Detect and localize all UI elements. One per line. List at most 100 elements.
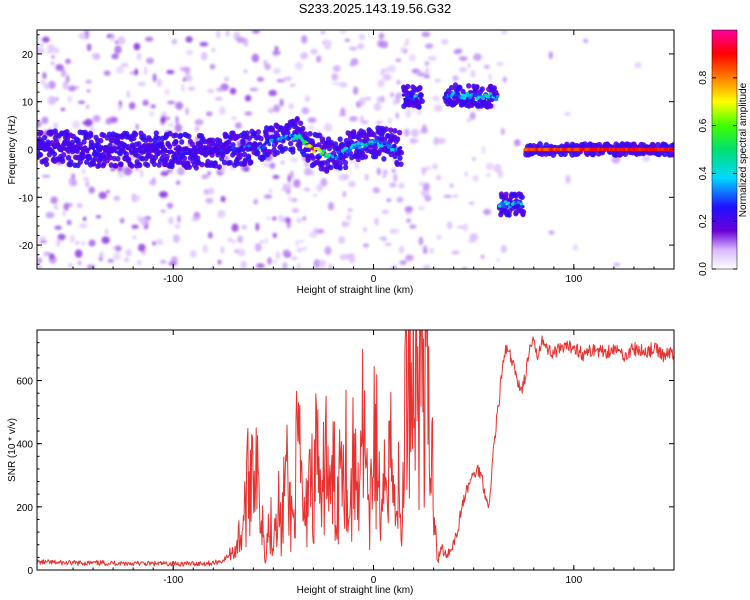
ridge-core-blob [240,145,244,149]
ridge-halo-blob [151,161,157,167]
noise-blob [86,89,91,93]
ridge-core-blob [123,150,127,154]
noise-blob [267,257,272,265]
y-tick-label: 0 [27,146,33,157]
ridge-core-blob [183,151,188,156]
noise-blob [395,58,402,62]
ridge-halo-blob [269,127,276,133]
noise-blob [472,175,479,182]
noise-blob [47,80,56,90]
ridge-core-blob [336,150,341,155]
ridge-core-blob [137,148,142,153]
colorbar-gradient [711,29,738,270]
noise-blob [91,52,101,61]
noise-blob [400,46,406,54]
noise-blob [481,145,486,155]
noise-blob [240,260,248,269]
ridge-halo-blob [136,141,142,147]
noise-blob [344,38,350,42]
noise-blob [318,259,327,268]
ridge-halo-blob [479,86,485,92]
ridge-core-blob [378,141,383,145]
ridge-core-blob [192,147,197,152]
x-tick-label: 100 [565,575,582,586]
noise-blob [254,242,262,252]
noise-blob [84,118,93,127]
noise-blob [69,234,75,243]
noise-blob [185,49,194,56]
noise-blob [393,173,398,183]
noise-blob [131,224,139,229]
noise-blob [175,115,179,125]
ridge-core-blob [267,143,272,147]
ridge-core-blob [352,145,357,150]
noise-blob [237,248,246,257]
noise-blob [303,167,313,176]
noise-blob [432,95,440,102]
noise-blob [470,70,476,78]
noise-blob [244,167,250,172]
noise-blob [41,116,49,125]
spectrogram-x-ticks: -100 0 100 [72,30,655,285]
ridge-halo-blob [337,136,343,142]
spectrogram-y-label: Frequency (Hz) [7,116,18,185]
ridge-core-blob [375,139,380,143]
noise-blob [340,107,346,116]
ridge-halo-blob [178,132,184,139]
noise-blob [191,216,200,222]
ridge-halo-blob [186,133,192,140]
noise-blob [41,36,50,43]
ridge-core-blob [160,145,165,149]
ridge-halo-blob [590,150,597,158]
noise-blob [75,85,80,89]
noise-blob [412,139,419,143]
noise-blob [433,137,439,146]
noise-blob [160,115,166,124]
noise-blob [396,196,404,203]
noise-blob [149,111,155,117]
noise-blob [272,232,277,238]
noise-blob [117,104,122,111]
ridge-halo-blob [173,139,179,145]
ridge-halo-blob [457,84,463,91]
noise-blob [379,71,385,76]
noise-blob [331,81,341,86]
noise-blob [381,209,390,214]
noise-blob [493,163,502,173]
ridge-core-blob [65,149,70,153]
noise-blob [453,49,461,55]
noise-blob [177,215,181,223]
noise-blob [50,196,58,204]
ridge-halo-blob [373,144,379,150]
noise-blob [563,112,571,116]
noise-blob [76,203,83,208]
noise-blob [287,195,293,202]
ridge-core-blob [468,96,472,100]
noise-blob [224,155,230,161]
noise-blob [274,46,279,52]
noise-blob [405,109,412,118]
ridge-halo-blob [282,145,289,152]
ridge-core-blob [139,146,143,150]
ridge-halo-blob [137,162,143,169]
ridge-halo-blob [234,160,240,167]
ridge-halo-blob [173,132,179,138]
noise-blob [391,228,400,234]
ridge-halo-blob [145,162,151,168]
noise-blob [349,46,358,51]
noise-blob [501,30,508,35]
noise-blob [74,249,83,258]
noise-blob [244,111,253,116]
noise-blob [136,259,142,266]
noise-blob [231,116,237,121]
ridge-halo-blob [388,127,394,133]
noise-blob [171,38,178,45]
noise-blob [372,187,381,194]
ridge-core-blob [325,152,329,156]
noise-blob [268,89,277,97]
ridge-halo-blob [179,139,185,145]
ridge-core-blob [456,92,461,96]
y-tick-label: -10 [19,193,34,204]
noise-blob [126,90,130,99]
